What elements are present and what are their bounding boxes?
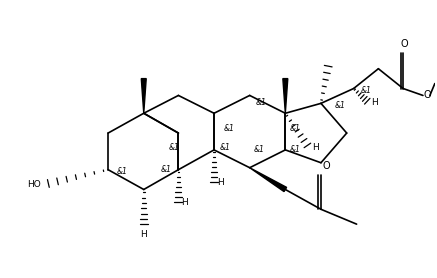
Text: &1: &1 [289, 145, 300, 154]
Text: HO: HO [27, 180, 41, 189]
Text: &1: &1 [335, 101, 346, 110]
Text: &1: &1 [361, 86, 371, 95]
Text: H: H [181, 198, 188, 207]
Text: &1: &1 [256, 98, 267, 107]
Text: H: H [140, 230, 147, 239]
Text: &1: &1 [220, 143, 231, 152]
Text: H: H [312, 143, 319, 152]
Text: &1: &1 [117, 167, 128, 176]
Text: O: O [323, 161, 330, 171]
Polygon shape [283, 79, 288, 113]
Text: &1: &1 [253, 145, 264, 154]
Text: O: O [400, 39, 408, 49]
Polygon shape [250, 168, 287, 192]
Text: H: H [217, 178, 224, 187]
Text: &1: &1 [160, 165, 171, 174]
Text: O: O [424, 90, 432, 100]
Text: H: H [371, 98, 378, 107]
Text: &1: &1 [169, 143, 179, 152]
Polygon shape [141, 79, 146, 113]
Text: &1: &1 [289, 124, 300, 133]
Text: &1: &1 [224, 124, 235, 133]
